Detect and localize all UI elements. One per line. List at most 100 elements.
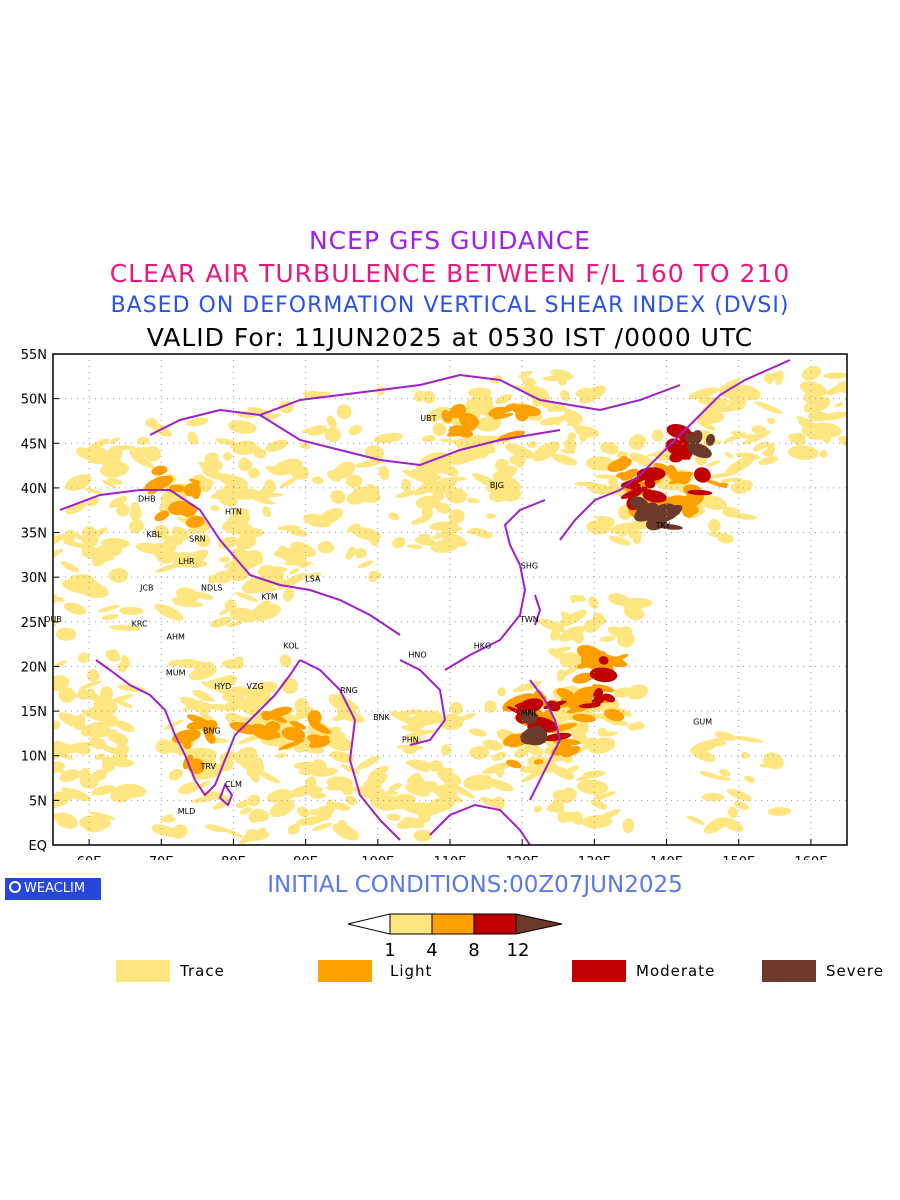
turbulence-patch xyxy=(108,437,121,444)
turbulence-patch xyxy=(197,780,211,789)
turbulence-patch xyxy=(210,616,232,628)
turbulence-patch xyxy=(266,789,291,803)
turbulence-patch xyxy=(65,474,92,491)
turbulence-patch xyxy=(247,794,261,807)
turbulence-patch xyxy=(115,720,135,733)
turbulence-patch xyxy=(208,574,217,585)
turbulence-patch xyxy=(613,687,633,698)
turbulence-patch xyxy=(482,739,503,751)
turbulence-patch xyxy=(345,546,356,560)
valid-time: VALID For: 11JUN2025 at 0530 IST /0000 U… xyxy=(146,323,754,352)
turbulence-patch xyxy=(620,486,648,500)
turbulence-patch xyxy=(374,432,404,444)
turbulence-patch xyxy=(227,488,258,499)
turbulence-patch xyxy=(386,813,401,821)
turbulence-patch xyxy=(688,387,719,400)
turbulence-patch xyxy=(441,409,453,423)
turbulence-patch xyxy=(452,425,474,431)
turbulence-patch xyxy=(180,503,198,517)
turbulence-patch xyxy=(167,659,182,667)
turbulence-patch xyxy=(739,434,759,439)
turbulence-patch xyxy=(658,475,669,482)
turbulence-patch xyxy=(799,381,827,397)
city-label: BNK xyxy=(373,713,390,722)
turbulence-patch xyxy=(298,763,324,776)
turbulence-patch xyxy=(451,712,477,724)
turbulence-patch xyxy=(109,624,142,631)
turbulence-patch xyxy=(300,442,311,450)
turbulence-patch xyxy=(583,619,601,633)
turbulence-patch xyxy=(99,461,130,478)
turbulence-patch xyxy=(574,686,596,698)
turbulence-patch xyxy=(330,490,346,504)
turbulence-patch xyxy=(219,556,231,563)
turbulence-patch xyxy=(559,788,577,801)
turbulence-patch xyxy=(218,826,245,839)
turbulence-patch xyxy=(574,481,598,487)
turbulence-patch xyxy=(480,796,500,808)
legend-label-moderate: Moderate xyxy=(636,962,716,980)
turbulence-patch xyxy=(80,815,103,833)
turbulence-patch xyxy=(754,401,783,414)
turbulence-patch xyxy=(226,565,250,582)
turbulence-patch xyxy=(253,446,263,458)
turbulence-patch xyxy=(172,561,181,567)
coastline-indochina xyxy=(299,659,401,841)
turbulence-patch xyxy=(590,799,608,810)
lon-tick-label: 140E xyxy=(650,855,683,860)
turbulence-patch xyxy=(248,614,264,623)
turbulence-patch xyxy=(83,438,110,454)
turbulence-patch xyxy=(307,734,326,745)
title-line-2: CLEAR AIR TURBULENCE BETWEEN F/L 160 TO … xyxy=(109,259,791,288)
turbulence-patch xyxy=(185,515,205,528)
turbulence-patch xyxy=(80,726,91,737)
turbulence-patch xyxy=(668,475,691,485)
turbulence-patch xyxy=(528,387,550,402)
turbulence-patch xyxy=(533,759,544,765)
legend-label-light: Light xyxy=(390,962,433,980)
turbulence-patch xyxy=(117,662,127,673)
turbulence-patch xyxy=(53,720,61,730)
lon-tick-label: 100E xyxy=(361,855,394,860)
turbulence-patch xyxy=(602,654,629,666)
city-label: TRV xyxy=(199,762,216,771)
turbulence-patch xyxy=(100,537,130,549)
turbulence-patch xyxy=(188,478,201,484)
turbulence-patch xyxy=(402,744,418,755)
city-labels: UBT BJG DHB HTN KBL SRN LHR TKY SHG LSA JCB NDLS KTM… xyxy=(44,414,712,816)
turbulence-patch xyxy=(608,476,619,489)
turbulence-patch xyxy=(552,766,575,780)
turbulence-patch xyxy=(199,484,211,493)
turbulence-patch xyxy=(218,536,239,549)
turbulence-patch xyxy=(302,390,322,398)
turbulence-patch xyxy=(105,649,121,662)
turbulence-patch xyxy=(176,587,199,604)
turbulence-patch xyxy=(758,456,779,466)
city-label: MUM xyxy=(166,668,186,677)
turbulence-patch xyxy=(538,398,561,412)
turbulence-patch xyxy=(101,755,129,765)
lat-tick-label: 15N xyxy=(21,705,47,720)
turbulence-patch xyxy=(169,484,187,493)
turbulence-patch xyxy=(283,587,295,602)
turbulence-patch xyxy=(246,690,271,706)
turbulence-patch xyxy=(445,485,454,498)
turbulence-patch xyxy=(422,390,436,404)
turbulence-patch xyxy=(53,533,67,548)
turbulence-patch xyxy=(312,822,333,831)
turbulence-patch xyxy=(719,769,731,777)
turbulence-patch xyxy=(422,478,444,494)
turbulence-patch xyxy=(733,736,764,743)
turbulence-patch xyxy=(68,691,79,698)
turbulence-patch xyxy=(485,513,496,519)
turbulence-patch xyxy=(595,474,618,479)
turbulence-patch xyxy=(686,442,712,459)
turbulence-patch xyxy=(608,535,631,546)
lon-tick-label: 90E xyxy=(293,855,318,860)
turbulence-patch xyxy=(201,681,231,695)
turbulence-patch xyxy=(255,600,271,610)
turbulence-patch xyxy=(684,433,695,441)
turbulence-patch xyxy=(459,412,479,429)
turbulence-patch xyxy=(439,438,470,444)
turbulence-patch xyxy=(304,776,317,791)
